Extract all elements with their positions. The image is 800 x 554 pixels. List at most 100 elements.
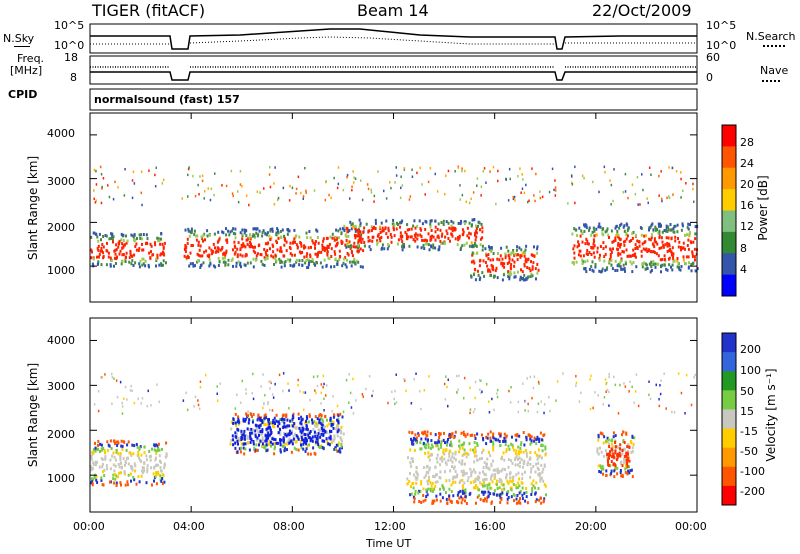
echo-cell	[620, 452, 623, 456]
nsky-trace	[90, 28, 697, 50]
echo-cell	[255, 424, 258, 428]
echo-cell	[186, 254, 189, 258]
echo-cell	[470, 471, 473, 475]
echo-cell	[543, 497, 546, 501]
echo-cell	[330, 424, 333, 428]
echo-cell	[272, 418, 275, 422]
echo-cell	[252, 265, 255, 269]
echo-cell	[157, 447, 160, 451]
echo-cell	[304, 421, 307, 425]
echo-cell	[248, 436, 251, 440]
echo-cell	[261, 263, 264, 266]
nave-label-dots	[762, 80, 780, 82]
power-ytick-label: 1000	[47, 264, 75, 277]
echo-cell	[93, 168, 96, 172]
echo-cell	[598, 258, 601, 262]
echo-cell	[630, 440, 632, 443]
echo-cell	[252, 372, 254, 376]
echo-cell	[317, 253, 319, 257]
echo-cell	[312, 241, 315, 245]
echo-cell	[503, 432, 506, 436]
echo-cell	[218, 260, 221, 264]
echo-cell	[521, 477, 524, 481]
echo-cell	[483, 461, 486, 464]
echo-cell	[295, 187, 298, 191]
echo-cell	[273, 263, 275, 266]
echo-cell	[112, 473, 115, 477]
echo-cell	[510, 442, 513, 446]
echo-cell	[673, 411, 676, 414]
echo-cell	[488, 467, 491, 471]
echo-cell	[335, 228, 338, 232]
echo-cell	[162, 178, 165, 182]
echo-cell	[253, 234, 256, 238]
echo-cell	[529, 451, 532, 454]
echo-cell	[685, 373, 688, 377]
echo-cell	[648, 166, 651, 169]
echo-cell	[258, 229, 261, 233]
echo-cell	[265, 443, 268, 447]
echo-cell	[305, 447, 308, 451]
echo-cell	[305, 442, 308, 446]
power-panel	[90, 165, 699, 282]
echo-cell	[482, 478, 485, 482]
echo-cell	[281, 228, 284, 232]
echo-cell	[502, 273, 505, 277]
echo-cell	[658, 404, 661, 408]
echo-cell	[280, 250, 283, 254]
echo-cell	[613, 475, 616, 479]
echo-cell	[289, 263, 292, 267]
echo-cell	[126, 483, 129, 487]
echo-cell	[592, 238, 595, 242]
echo-cell	[245, 392, 247, 395]
echo-cell	[156, 236, 159, 240]
echo-cell	[479, 228, 481, 232]
echo-cell	[487, 432, 490, 436]
echo-cell	[487, 495, 490, 499]
echo-cell	[227, 229, 229, 233]
echo-cell	[373, 194, 376, 198]
echo-cell	[279, 418, 282, 422]
echo-cell	[475, 231, 478, 235]
echo-cell	[519, 167, 521, 170]
echo-cell	[691, 262, 694, 266]
echo-cell	[283, 418, 286, 422]
echo-cell	[477, 475, 480, 479]
echo-cell	[111, 235, 114, 238]
echo-cell	[145, 233, 148, 237]
echo-cell	[541, 456, 543, 460]
echo-cell	[407, 456, 409, 460]
echo-cell	[451, 455, 454, 459]
echo-cell	[187, 195, 189, 198]
echo-cell	[592, 269, 595, 273]
echo-cell	[270, 254, 273, 258]
echo-cell	[588, 251, 591, 255]
echo-cell	[606, 266, 609, 270]
echo-cell	[254, 449, 257, 453]
echo-cell	[373, 200, 375, 203]
echo-cell	[401, 184, 404, 187]
echo-cell	[514, 199, 516, 202]
echo-cell	[311, 239, 314, 243]
echo-cell	[415, 372, 417, 375]
echo-cell	[348, 401, 350, 404]
echo-cell	[348, 260, 351, 264]
echo-cell	[391, 390, 393, 394]
echo-cell	[403, 167, 406, 170]
echo-cell	[316, 384, 319, 388]
echo-cell	[365, 387, 367, 391]
echo-cell	[519, 501, 522, 505]
echo-cell	[348, 240, 351, 244]
echo-cell	[286, 232, 289, 236]
echo-cell	[216, 399, 219, 402]
echo-cell	[252, 440, 255, 443]
echo-cell	[288, 441, 291, 445]
echo-cell	[515, 486, 518, 490]
echo-cell	[90, 256, 93, 260]
echo-cell	[576, 234, 579, 237]
echo-cell	[532, 484, 535, 488]
echo-cell	[284, 425, 287, 429]
echo-cell	[283, 446, 286, 450]
echo-cell	[297, 417, 300, 421]
echo-cell	[512, 249, 515, 252]
